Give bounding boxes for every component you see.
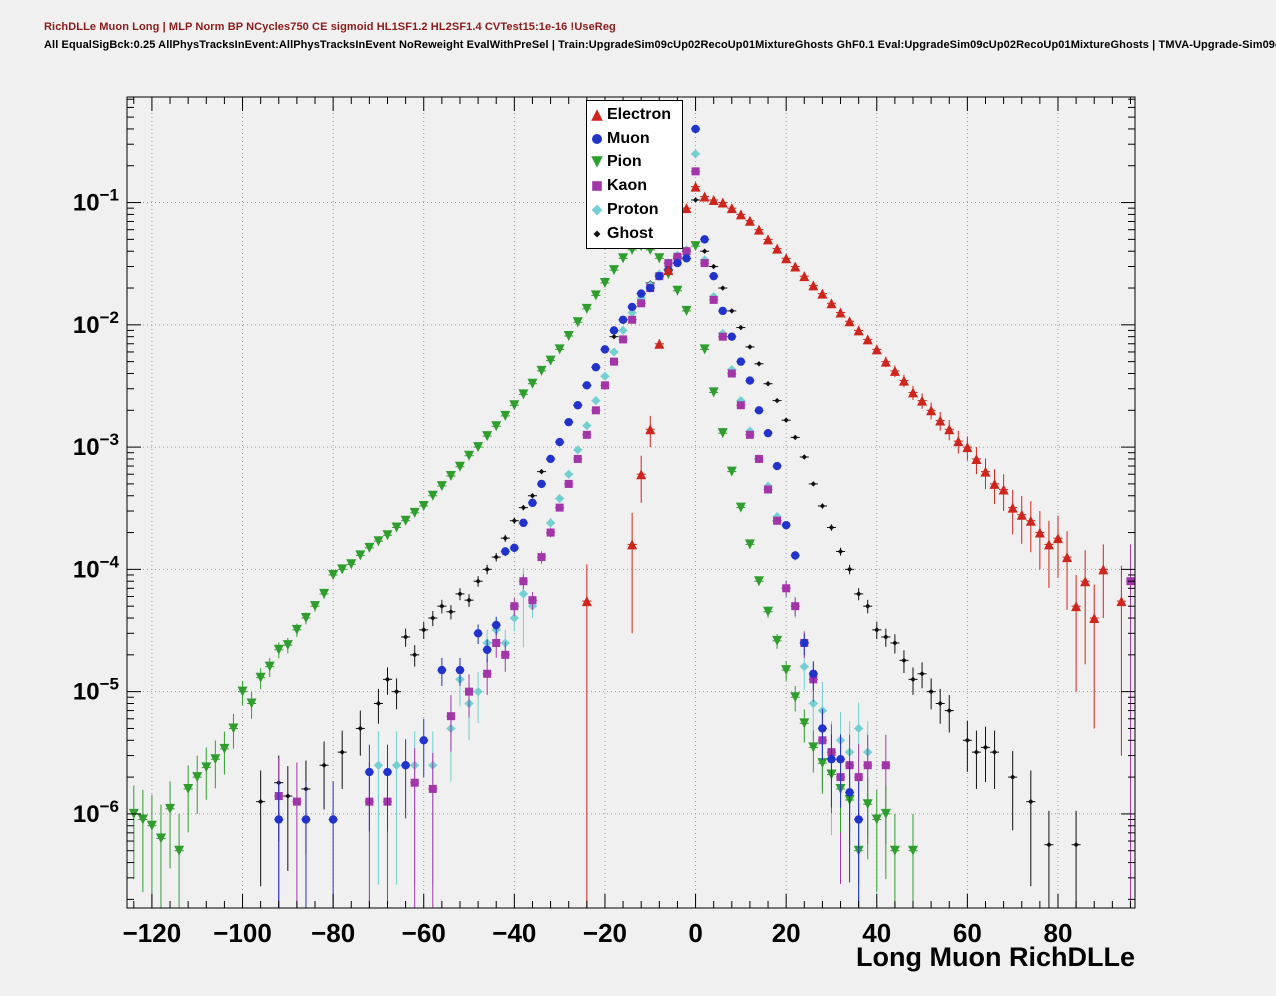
x-tick-label: 20 xyxy=(772,918,801,948)
y-tick-label: 10−3 xyxy=(73,430,119,461)
y-tick-label: 10−1 xyxy=(73,186,119,217)
muon-marker-icon xyxy=(592,133,602,144)
series-ghost xyxy=(256,197,1081,908)
y-tick-label: 10−6 xyxy=(73,797,119,828)
legend-entry-kaon: Kaon xyxy=(589,174,682,198)
axes xyxy=(126,96,1136,909)
legend-entry-electron: Electron xyxy=(589,103,682,127)
kaon-marker-icon xyxy=(592,181,602,192)
series-electron xyxy=(581,181,1127,908)
x-tick-label: −60 xyxy=(402,918,446,948)
x-tick-label: 40 xyxy=(862,918,891,948)
series-layer xyxy=(128,124,1135,908)
legend-label: Muon xyxy=(607,129,650,147)
plot-title-line1: RichDLLe Muon Long | MLP Norm BP NCycles… xyxy=(44,21,616,33)
legend-label: Ghost xyxy=(607,224,654,242)
plot-title-line2: All EqualSigBck:0.25 AllPhysTracksInEven… xyxy=(44,39,1276,51)
x-tick-label: −40 xyxy=(492,918,536,948)
x-tick-label: −120 xyxy=(123,918,182,948)
y-tick-label: 10−2 xyxy=(73,308,119,339)
ghost-marker-icon xyxy=(593,230,601,238)
proton-marker-icon xyxy=(591,204,603,216)
legend-entry-proton: Proton xyxy=(589,198,682,222)
legend-entry-pion: Pion xyxy=(589,151,682,175)
legend-label: Electron xyxy=(607,105,672,123)
legend: Electron Muon Pion Kaon Proton Ghost xyxy=(586,100,683,249)
legend-entry-ghost: Ghost xyxy=(589,222,682,246)
electron-marker-icon xyxy=(591,109,603,121)
axis-tick-labels: −120 −100 −80 −60 −40 −20 0 20 40 60 80 10−1 10−2 10−… xyxy=(73,186,1073,948)
x-tick-label: 0 xyxy=(688,918,702,948)
legend-label: Pion xyxy=(607,153,642,171)
series-kaon xyxy=(274,167,1135,908)
legend-entry-muon: Muon xyxy=(589,127,682,151)
x-tick-label: −80 xyxy=(311,918,355,948)
series-pion xyxy=(128,241,919,908)
x-axis-title: Long Muon RichDLLe xyxy=(856,942,1135,972)
legend-label: Proton xyxy=(607,201,659,219)
x-tick-label: −100 xyxy=(213,918,272,948)
legend-label: Kaon xyxy=(607,177,647,195)
pion-marker-icon xyxy=(591,156,603,169)
y-tick-label: 10−4 xyxy=(73,552,120,583)
y-tick-label: 10−5 xyxy=(73,675,119,706)
x-tick-label: 80 xyxy=(1044,918,1073,948)
x-tick-label: −20 xyxy=(583,918,627,948)
x-tick-label: 60 xyxy=(953,918,982,948)
